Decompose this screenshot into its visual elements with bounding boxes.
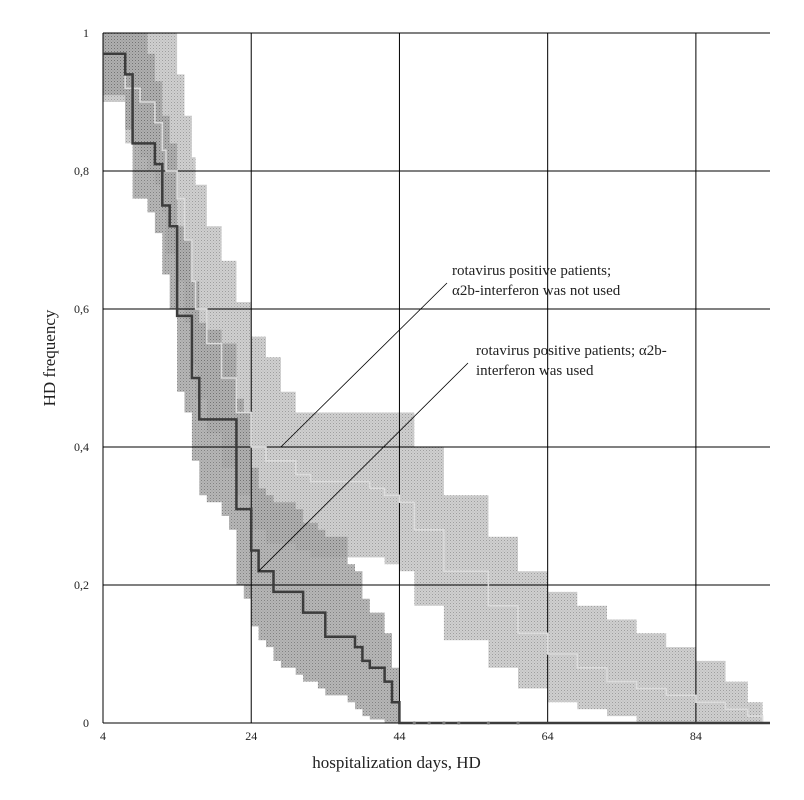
y-tick-label: 0 [83, 716, 89, 730]
annotation-text: interferon was used [476, 363, 594, 379]
censor-mark [442, 721, 446, 725]
x-axis-title: hospitalization days, HD [312, 753, 481, 772]
annotation-leader-line [258, 362, 469, 572]
annotations: rotavirus positive patients; α2b-interfer… [258, 263, 667, 572]
axis-ticks: 4 24 44 64 84 0 0,2 0,4 0,6 0,8 1 [74, 26, 702, 743]
x-tick-label: 84 [690, 729, 702, 743]
band-interferon-used [103, 33, 770, 723]
y-tick-label: 0,8 [74, 164, 89, 178]
annotation-text: α2b-interferon was not used [452, 283, 621, 299]
y-tick-label: 0,6 [74, 302, 89, 316]
x-tick-label: 24 [245, 729, 257, 743]
series-lines [103, 52, 770, 725]
grid [102, 32, 770, 724]
line-interferon-not-used [103, 52, 764, 723]
line-interferon-used [103, 52, 770, 725]
y-tick-label: 0,4 [74, 440, 89, 454]
x-tick-label: 44 [393, 729, 405, 743]
censor-mark [486, 721, 490, 725]
censor-mark [427, 721, 431, 725]
censor-mark [412, 721, 416, 725]
censor-mark [457, 721, 461, 725]
x-tick-label: 4 [100, 729, 106, 743]
y-axis-title: HD frequency [40, 309, 59, 406]
y-tick-label: 1 [83, 26, 89, 40]
annotation-text: rotavirus positive patients; α2b- [476, 343, 667, 359]
y-tick-label: 0,2 [74, 578, 89, 592]
censor-mark [516, 721, 520, 725]
confidence-bands [103, 33, 770, 723]
annotation-text: rotavirus positive patients; [452, 263, 611, 279]
x-tick-label: 64 [542, 729, 554, 743]
annotation-leader-line [280, 282, 448, 448]
